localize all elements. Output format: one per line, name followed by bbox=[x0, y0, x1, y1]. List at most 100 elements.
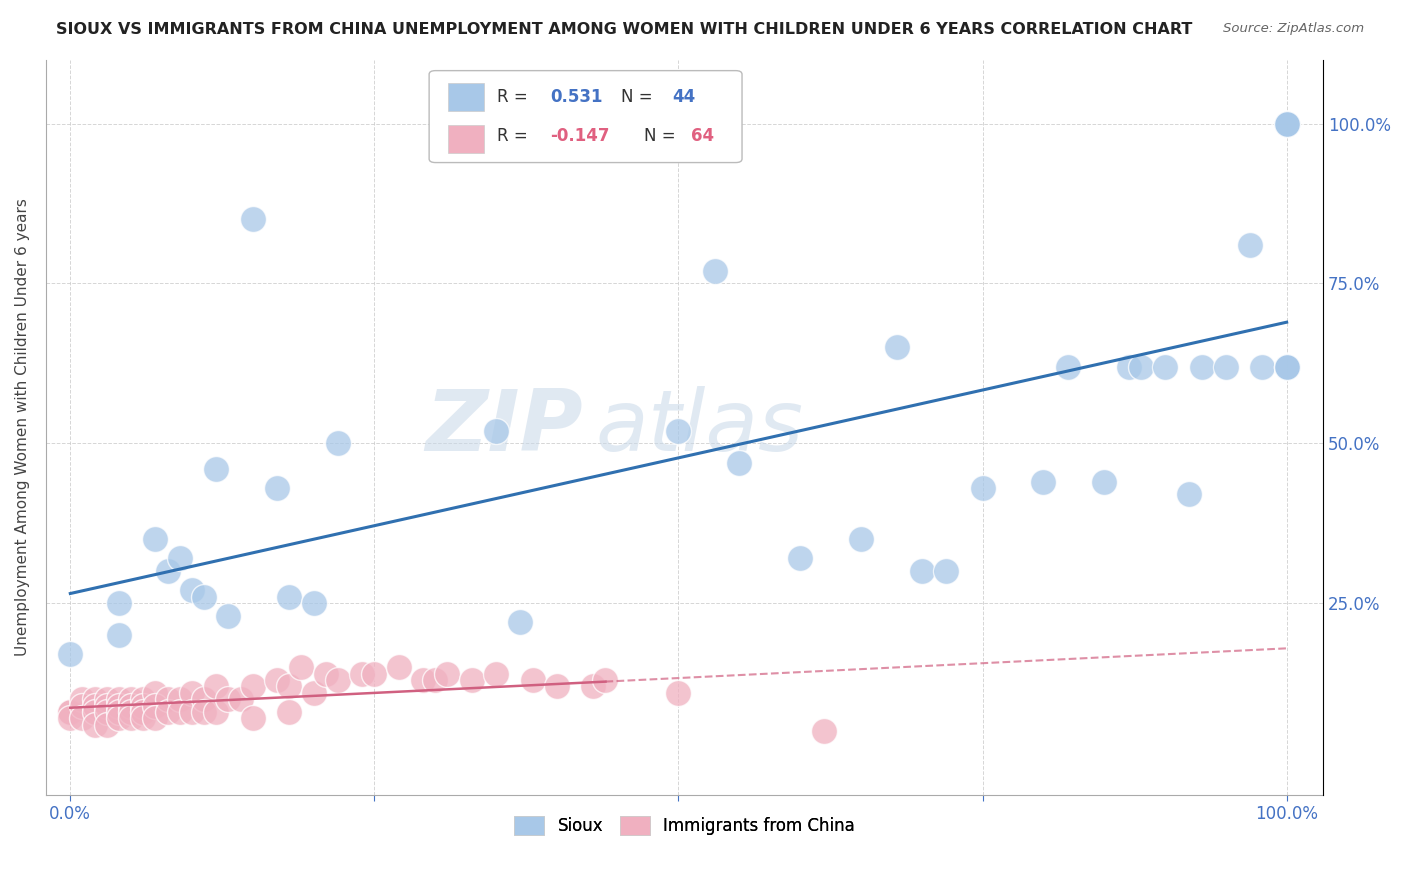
Point bbox=[595, 673, 617, 687]
Point bbox=[108, 711, 131, 725]
Point bbox=[1275, 117, 1298, 131]
Point bbox=[229, 692, 252, 706]
Point bbox=[436, 666, 458, 681]
Text: R =: R = bbox=[496, 88, 533, 106]
Point bbox=[704, 263, 727, 277]
Point bbox=[169, 692, 191, 706]
Point bbox=[83, 692, 105, 706]
Point bbox=[108, 692, 131, 706]
Point bbox=[266, 673, 288, 687]
Point bbox=[145, 698, 167, 713]
FancyBboxPatch shape bbox=[429, 70, 742, 162]
Point bbox=[789, 551, 811, 566]
Point bbox=[205, 462, 228, 476]
Point bbox=[1275, 359, 1298, 374]
Point bbox=[132, 698, 155, 713]
Point bbox=[96, 698, 118, 713]
Point bbox=[412, 673, 434, 687]
FancyBboxPatch shape bbox=[449, 125, 484, 153]
Point bbox=[96, 717, 118, 731]
Point bbox=[132, 692, 155, 706]
Point bbox=[1275, 117, 1298, 131]
Point bbox=[242, 711, 264, 725]
Point bbox=[145, 686, 167, 700]
Point bbox=[266, 481, 288, 495]
Point bbox=[193, 590, 215, 604]
Point bbox=[156, 705, 179, 719]
Text: -0.147: -0.147 bbox=[551, 127, 610, 145]
Point bbox=[108, 596, 131, 610]
Point bbox=[1275, 359, 1298, 374]
Point bbox=[59, 705, 82, 719]
Point bbox=[59, 705, 82, 719]
Point bbox=[460, 673, 482, 687]
Point bbox=[59, 711, 82, 725]
Point bbox=[485, 666, 508, 681]
Point bbox=[108, 698, 131, 713]
Point bbox=[886, 340, 908, 354]
Text: Source: ZipAtlas.com: Source: ZipAtlas.com bbox=[1223, 22, 1364, 36]
Point bbox=[363, 666, 385, 681]
Point bbox=[1275, 359, 1298, 374]
Text: ZIP: ZIP bbox=[425, 386, 582, 469]
Point bbox=[278, 705, 301, 719]
Point bbox=[72, 698, 94, 713]
Point bbox=[668, 686, 690, 700]
Point bbox=[132, 705, 155, 719]
Point bbox=[83, 705, 105, 719]
Point bbox=[1129, 359, 1152, 374]
Point bbox=[1275, 117, 1298, 131]
Point bbox=[352, 666, 374, 681]
Point bbox=[193, 705, 215, 719]
Point bbox=[83, 698, 105, 713]
Point bbox=[205, 705, 228, 719]
Point bbox=[1215, 359, 1237, 374]
Point bbox=[181, 583, 204, 598]
Point bbox=[278, 679, 301, 693]
Point bbox=[242, 212, 264, 227]
Point bbox=[326, 436, 349, 450]
FancyBboxPatch shape bbox=[449, 83, 484, 112]
Point bbox=[388, 660, 411, 674]
Point bbox=[83, 717, 105, 731]
Point bbox=[1239, 238, 1261, 252]
Point bbox=[217, 609, 239, 624]
Point bbox=[59, 648, 82, 662]
Point bbox=[911, 564, 934, 578]
Point bbox=[290, 660, 312, 674]
Point bbox=[302, 686, 325, 700]
Text: N =: N = bbox=[620, 88, 658, 106]
Point bbox=[522, 673, 544, 687]
Point bbox=[509, 615, 531, 630]
Point bbox=[485, 424, 508, 438]
Point bbox=[96, 705, 118, 719]
Point bbox=[145, 533, 167, 547]
Point bbox=[205, 679, 228, 693]
Point bbox=[169, 551, 191, 566]
Text: atlas: atlas bbox=[595, 386, 803, 469]
Point bbox=[278, 590, 301, 604]
Point bbox=[108, 628, 131, 642]
Point bbox=[193, 692, 215, 706]
Point bbox=[120, 711, 142, 725]
Point bbox=[120, 692, 142, 706]
Point bbox=[668, 424, 690, 438]
Point bbox=[181, 686, 204, 700]
Point bbox=[1154, 359, 1177, 374]
Point bbox=[1251, 359, 1274, 374]
Point bbox=[242, 679, 264, 693]
Y-axis label: Unemployment Among Women with Children Under 6 years: Unemployment Among Women with Children U… bbox=[15, 198, 30, 657]
Point bbox=[1092, 475, 1115, 489]
Point bbox=[1178, 487, 1201, 501]
Text: SIOUX VS IMMIGRANTS FROM CHINA UNEMPLOYMENT AMONG WOMEN WITH CHILDREN UNDER 6 YE: SIOUX VS IMMIGRANTS FROM CHINA UNEMPLOYM… bbox=[56, 22, 1192, 37]
Point bbox=[1118, 359, 1140, 374]
Point bbox=[72, 692, 94, 706]
Point bbox=[546, 679, 568, 693]
Point bbox=[156, 692, 179, 706]
Point bbox=[935, 564, 957, 578]
Point bbox=[326, 673, 349, 687]
Point bbox=[145, 711, 167, 725]
Legend: Sioux, Immigrants from China: Sioux, Immigrants from China bbox=[508, 809, 862, 842]
Point bbox=[181, 705, 204, 719]
Point bbox=[108, 705, 131, 719]
